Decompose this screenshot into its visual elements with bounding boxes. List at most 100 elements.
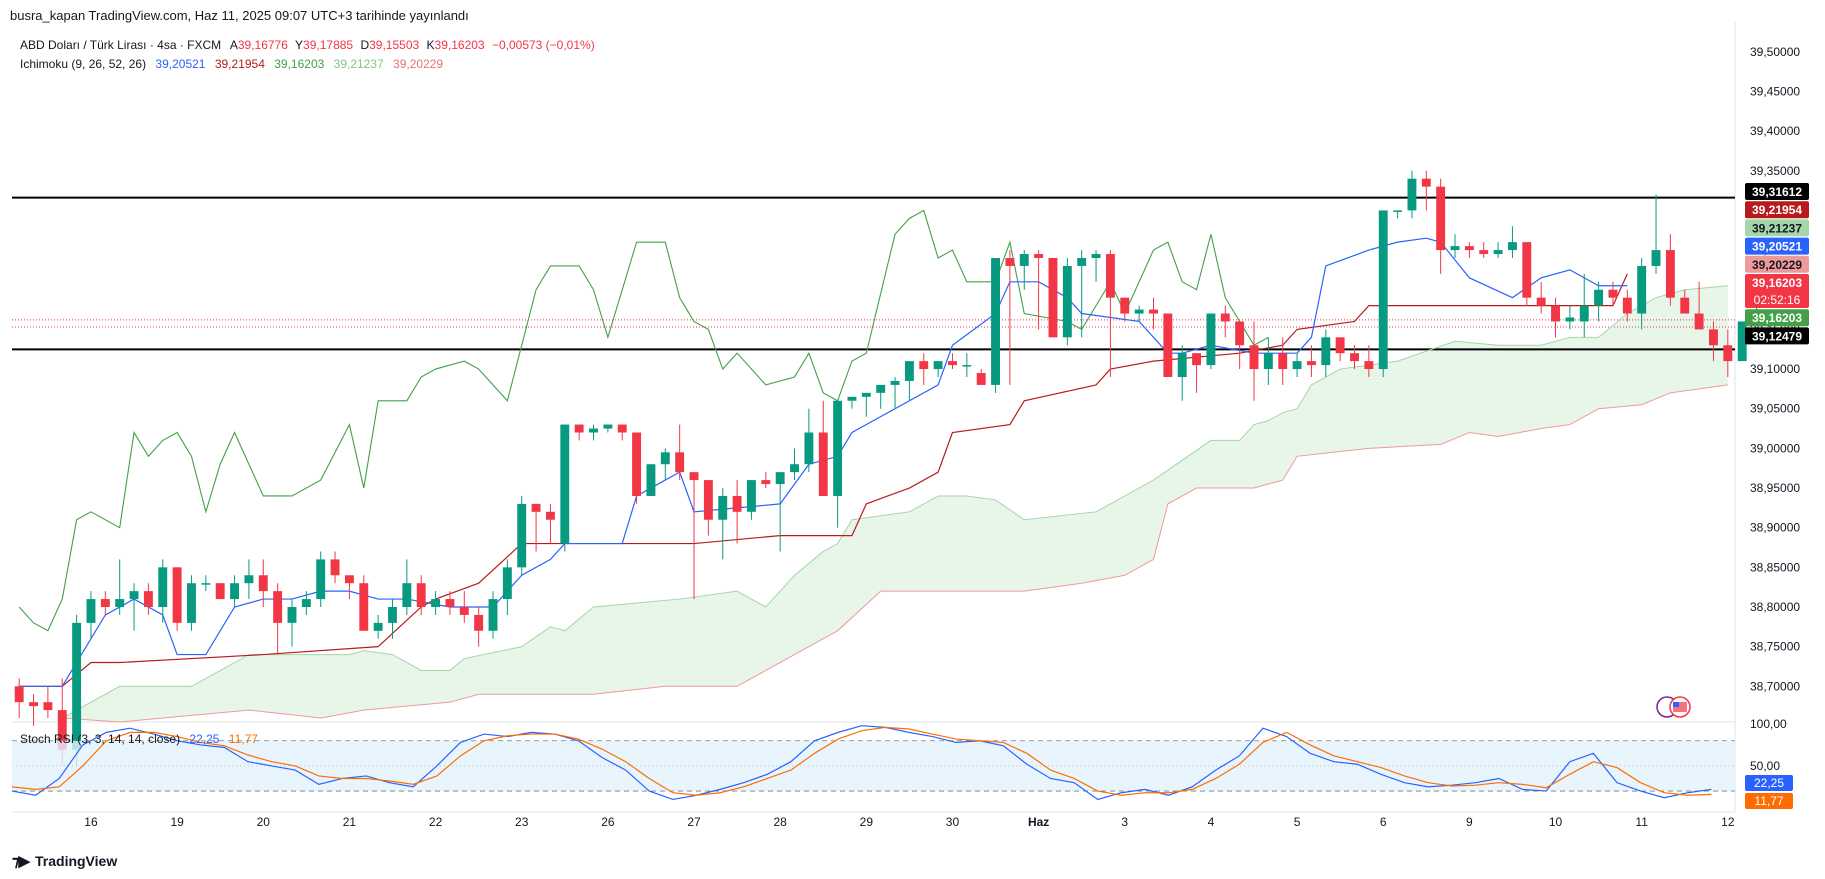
candle bbox=[1565, 305, 1575, 330]
candle bbox=[100, 591, 110, 615]
event-icons[interactable] bbox=[1656, 696, 1691, 718]
candle-body bbox=[316, 559, 326, 600]
price-tick-label: 38,90000 bbox=[1750, 521, 1800, 535]
time-tick-label: 4 bbox=[1208, 815, 1215, 829]
candle-body bbox=[143, 591, 153, 607]
candle bbox=[603, 424, 613, 433]
time-tick-label: 12 bbox=[1721, 815, 1735, 829]
candle bbox=[230, 575, 240, 607]
candle bbox=[1522, 242, 1532, 306]
candle-body bbox=[646, 464, 656, 496]
candle bbox=[1665, 234, 1675, 306]
candle bbox=[445, 591, 455, 615]
kijun-line bbox=[19, 273, 1628, 687]
stoch-legend[interactable]: Stoch RSI (3, 3, 14, 14, close) 22,25 11… bbox=[20, 732, 264, 746]
price-tag-bg bbox=[1745, 327, 1809, 345]
candle-body bbox=[1637, 265, 1647, 314]
candle bbox=[1694, 281, 1704, 330]
price-tag-bg bbox=[1745, 219, 1809, 237]
ichimoku-label: Ichimoku (9, 26, 52, 26) bbox=[20, 57, 147, 71]
candle bbox=[1220, 305, 1230, 338]
candle bbox=[29, 694, 38, 726]
candle bbox=[1579, 273, 1589, 338]
candle-body bbox=[273, 591, 283, 623]
candle bbox=[1177, 345, 1187, 401]
price-tag: 39,21954 bbox=[1745, 201, 1809, 219]
candle-body bbox=[301, 599, 311, 607]
time-tick-label: 5 bbox=[1294, 815, 1301, 829]
candle-body bbox=[158, 567, 168, 607]
candle bbox=[1105, 250, 1115, 377]
price-tick-label: 39,40000 bbox=[1750, 124, 1800, 138]
candle bbox=[933, 361, 943, 377]
candle-body bbox=[1048, 258, 1058, 338]
time-tick-label: Haz bbox=[1028, 815, 1049, 829]
price-tags: 39,31612 39,21954 39,21237 39,20521 39,20229… bbox=[1745, 183, 1809, 809]
candle bbox=[1005, 250, 1015, 385]
candle-body bbox=[1019, 254, 1029, 266]
candle bbox=[991, 258, 1000, 393]
candle bbox=[388, 599, 397, 639]
candle bbox=[1062, 258, 1072, 346]
candle-body bbox=[976, 373, 986, 385]
time-tick-label: 11 bbox=[1635, 815, 1648, 829]
price-tag: 39,16203 bbox=[1745, 309, 1809, 327]
candle-body bbox=[1594, 289, 1604, 306]
candle-body bbox=[1278, 353, 1288, 370]
candle bbox=[589, 424, 598, 441]
candle bbox=[158, 559, 168, 623]
ohlc-change: −0,00573 (−0,01%) bbox=[491, 38, 595, 52]
candle-body bbox=[1249, 345, 1259, 370]
candle-body bbox=[1709, 329, 1718, 346]
candle-body bbox=[804, 432, 814, 465]
candle-body bbox=[1163, 313, 1173, 377]
close-label: K bbox=[426, 38, 435, 52]
candle bbox=[976, 369, 986, 385]
time-tick-label: 23 bbox=[515, 815, 529, 829]
price-tick-label: 39,35000 bbox=[1750, 164, 1800, 178]
candle-body bbox=[1507, 242, 1517, 251]
candle bbox=[172, 567, 182, 631]
candle-body bbox=[1364, 361, 1374, 370]
candle bbox=[187, 575, 196, 631]
candle bbox=[1393, 210, 1403, 219]
candle-body bbox=[1680, 297, 1690, 314]
candle bbox=[1637, 258, 1647, 330]
candle-body bbox=[1220, 313, 1230, 322]
candle bbox=[115, 559, 125, 615]
price-tag: 39,20229 bbox=[1745, 255, 1809, 273]
candle-body bbox=[1723, 345, 1733, 362]
low-label: D bbox=[360, 38, 370, 52]
candle bbox=[488, 591, 498, 639]
horizontal-levels[interactable] bbox=[12, 196, 1735, 351]
candle-body bbox=[1149, 309, 1158, 314]
tradingview-brand[interactable]: ⁊▶ TradingView bbox=[12, 852, 117, 870]
symbol-legend[interactable]: ABD Doları / Türk Lirası · 4sa · FXCM A3… bbox=[20, 38, 601, 52]
brand-name: TradingView bbox=[35, 853, 118, 869]
candle bbox=[143, 583, 153, 615]
us-flag-canton-icon bbox=[1673, 702, 1679, 707]
candle bbox=[273, 583, 283, 655]
price-tick-label: 39,50000 bbox=[1750, 45, 1800, 59]
candle-body bbox=[904, 361, 914, 381]
ohlc-high: Y39,17885 bbox=[295, 38, 353, 52]
candle bbox=[502, 559, 512, 615]
price-tag-label: 39,20229 bbox=[1752, 258, 1802, 272]
stoch-tick-label: 100,00 bbox=[1750, 717, 1787, 731]
candle-body bbox=[488, 599, 498, 631]
ichimoku-tenkan-value: 39,20521 bbox=[155, 57, 206, 71]
candle-body bbox=[1306, 361, 1316, 366]
candle-body bbox=[732, 495, 742, 512]
price-tag-bg bbox=[1745, 274, 1809, 308]
price-tick-label: 38,80000 bbox=[1750, 600, 1800, 614]
candle bbox=[1306, 345, 1316, 377]
price-tag-label: 39,21954 bbox=[1752, 203, 1802, 217]
candle-body bbox=[718, 495, 728, 520]
candle bbox=[517, 495, 527, 576]
candle-body bbox=[1292, 361, 1302, 370]
ichimoku-legend[interactable]: Ichimoku (9, 26, 52, 26) 39,20521 39,219… bbox=[20, 57, 449, 71]
time-tick-label: 10 bbox=[1549, 815, 1563, 829]
candle-body bbox=[1436, 186, 1446, 251]
price-tag: 39,12479 bbox=[1745, 327, 1809, 345]
